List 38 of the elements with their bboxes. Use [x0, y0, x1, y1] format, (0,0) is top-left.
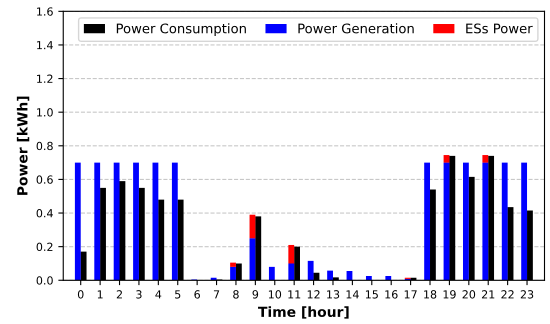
legend-label: Power Consumption: [116, 23, 246, 36]
legend-label: ESs Power: [466, 23, 533, 34]
y-tick-label: 1.0: [37, 108, 53, 117]
x-tick-label: 18: [424, 290, 436, 299]
y-tick-label: 0.2: [36, 242, 52, 252]
y-axis-title: Power [kWh]: [16, 96, 30, 195]
x-tick-label: 4: [155, 290, 162, 298]
x-tick-label: 15: [366, 290, 378, 299]
x-tick-label: 17: [404, 290, 417, 298]
x-tick-label: 9: [252, 290, 258, 299]
x-tick-label: 3: [136, 290, 142, 299]
x-tick-label: 20: [462, 290, 476, 299]
x-tick-label: 6: [194, 290, 200, 299]
x-tick-label: 7: [214, 290, 220, 298]
x-tick-label: 22: [501, 290, 514, 298]
x-tick-label: 19: [444, 290, 456, 299]
x-tick-label: 16: [385, 290, 398, 299]
x-tick-label: 10: [268, 290, 282, 299]
x-tick-label: 23: [520, 290, 534, 299]
x-tick-label: 0: [78, 290, 84, 299]
y-tick-label: 0.0: [36, 276, 53, 285]
y-tick-label: 1.4: [37, 41, 53, 50]
x-tick-label: 1: [98, 290, 103, 298]
x-tick-label: 5: [175, 290, 180, 299]
x-tick-label: 21: [482, 290, 494, 298]
y-tick-label: 1.6: [37, 7, 53, 16]
y-tick-label: 0.4: [36, 209, 53, 218]
x-tick-label: 11: [288, 290, 300, 298]
x-tick-label: 8: [233, 290, 239, 299]
y-tick-label: 0.8: [36, 142, 53, 150]
y-tick-label: 0.6: [36, 175, 53, 184]
legend-label: Power Generation: [298, 23, 414, 34]
x-axis-title: Time [hour]: [258, 306, 349, 319]
x-tick-label: 12: [308, 290, 320, 298]
x-tick-label: 14: [346, 290, 359, 298]
x-tick-label: 13: [327, 290, 340, 299]
x-tick-label: 2: [116, 290, 122, 298]
y-tick-label: 1.2: [37, 74, 52, 83]
